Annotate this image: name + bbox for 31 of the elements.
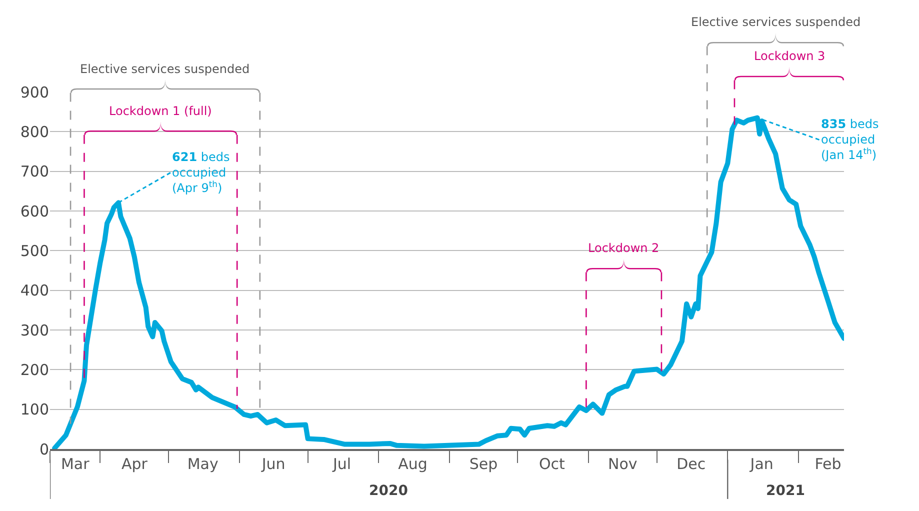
x-tick-label: Jun: [260, 454, 286, 473]
x-tick-label: Oct: [538, 454, 566, 473]
x-tick-label: May: [187, 454, 218, 473]
x-tick-label: Jan: [749, 454, 774, 473]
y-tick-label: 800: [20, 122, 49, 141]
y-tick-label: 400: [20, 282, 49, 300]
ref-line-label: Elective services suspended: [80, 62, 250, 76]
y-tick-label: 100: [20, 400, 49, 419]
x-tick-label: Jul: [332, 454, 352, 473]
ref-line-label: Lockdown 2: [588, 241, 660, 255]
x-tick-label: Feb: [814, 454, 842, 473]
y-tick-label: 500: [20, 242, 49, 260]
y-tick-label: 300: [20, 321, 49, 340]
y-tick-label: 700: [20, 162, 49, 181]
x-tick-label: Apr: [121, 454, 148, 473]
ref-line-label: Elective services suspended: [691, 15, 861, 29]
annotation: 835 beds occupied (Jan 14$^{th}$): [821, 117, 879, 162]
y-tick-label: 0: [39, 440, 49, 458]
ref-line-label: Lockdown 1 (full): [109, 104, 212, 118]
text: 2021: [766, 483, 805, 499]
annotation: 621 beds occupied (Apr 9$^{th}$): [172, 150, 230, 196]
text: 2020: [369, 483, 408, 499]
x-tick-label: Dec: [676, 454, 706, 473]
ref-line-label: Lockdown 3: [754, 49, 826, 63]
x-tick-label: Aug: [398, 454, 428, 473]
y-tick-label: 200: [20, 360, 49, 379]
x-tick-label: Nov: [608, 454, 638, 473]
y-tick-label: 600: [20, 202, 49, 220]
y-tick-label: 900: [20, 83, 49, 102]
x-tick-label: Mar: [60, 454, 90, 473]
x-tick-label: Sep: [469, 454, 498, 473]
